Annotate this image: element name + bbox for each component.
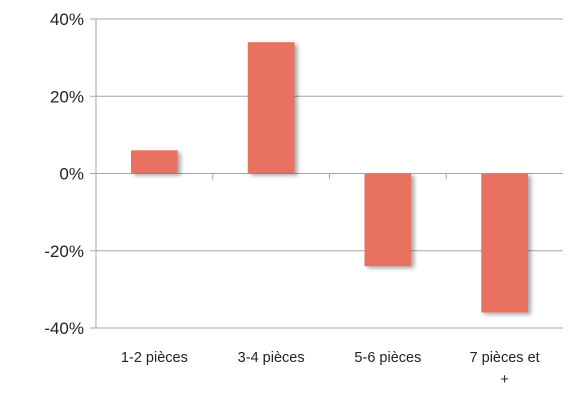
bar-3 xyxy=(364,173,412,267)
bar-1 xyxy=(131,150,178,174)
x-category-label: 7 pièces et xyxy=(470,350,540,366)
y-tick-label: 40% xyxy=(50,10,84,29)
x-category-label: 3-4 pièces xyxy=(238,350,305,366)
y-tick-label: -40% xyxy=(44,319,84,338)
bar-series xyxy=(131,42,528,313)
axis-labels: -40% -20% 0% 20% 40% 1-2 pièces 3-4 pièces 5-6 … xyxy=(44,10,539,388)
bar-2 xyxy=(247,42,295,174)
y-tick-label: 20% xyxy=(50,87,84,106)
x-category-label: 5-6 pièces xyxy=(354,350,421,366)
bar-4 xyxy=(481,173,528,313)
x-category-label: + xyxy=(500,372,508,388)
y-tick-label: -20% xyxy=(44,242,84,261)
x-category-label: 1-2 pièces xyxy=(121,350,188,366)
y-tick-label: 0% xyxy=(59,165,84,184)
axes xyxy=(90,18,447,329)
